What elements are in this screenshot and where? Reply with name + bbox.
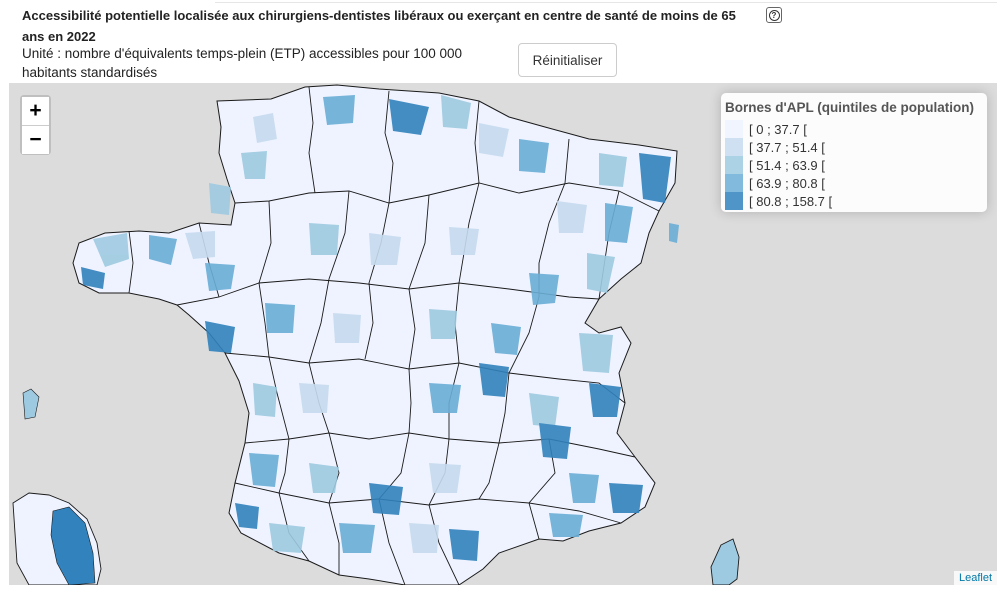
map-title: Accessibilité potentielle localisée aux …: [22, 8, 736, 44]
legend-item: [ 63.9 ; 80.8 [: [725, 174, 987, 192]
legend-item: [ 37.7 ; 51.4 [: [725, 138, 987, 156]
legend-swatch: [725, 174, 743, 192]
france-mainland[interactable]: [72, 84, 678, 585]
legend-label: [ 51.4 ; 63.9 [: [749, 157, 825, 173]
legend-swatch: [725, 120, 743, 138]
legend-item: [ 80.8 ; 158.7 [: [725, 192, 987, 210]
legend-swatch: [725, 138, 743, 156]
choropleth-patches: [81, 95, 679, 561]
top-rule: [215, 2, 997, 3]
small-island: [22, 388, 40, 420]
map-canvas: [12, 84, 740, 585]
map-container[interactable]: + − Bornes d'APL (quintiles de populatio…: [9, 83, 997, 585]
reset-button[interactable]: Réinitialiser: [518, 43, 617, 77]
legend-label: [ 37.7 ; 51.4 [: [749, 139, 825, 155]
legend-item: [ 51.4 ; 63.9 [: [725, 156, 987, 174]
zoom-separator: [22, 125, 49, 126]
zoom-control: + −: [20, 95, 51, 155]
legend-label: [ 80.8 ; 158.7 [: [749, 193, 833, 209]
legend-swatch: [725, 192, 743, 210]
corsica[interactable]: [710, 538, 740, 585]
zoom-in-button[interactable]: +: [22, 97, 49, 125]
legend-swatch: [725, 156, 743, 174]
zoom-out-button[interactable]: −: [22, 126, 49, 154]
help-button[interactable]: ?: [766, 7, 782, 23]
help-icon: ?: [768, 9, 780, 21]
legend-item: [ 0 ; 37.7 [: [725, 120, 987, 138]
overseas-shaded-area: [50, 506, 96, 585]
unit-text: Unité : nombre d'équivalents temps-plein…: [22, 46, 463, 80]
map-legend: Bornes d'APL (quintiles de population) […: [721, 93, 987, 212]
legend-label: [ 0 ; 37.7 [: [749, 121, 807, 137]
leaflet-attribution-link[interactable]: Leaflet: [953, 571, 997, 585]
legend-title: Bornes d'APL (quintiles de population): [725, 100, 974, 115]
legend-label: [ 63.9 ; 80.8 [: [749, 175, 825, 191]
